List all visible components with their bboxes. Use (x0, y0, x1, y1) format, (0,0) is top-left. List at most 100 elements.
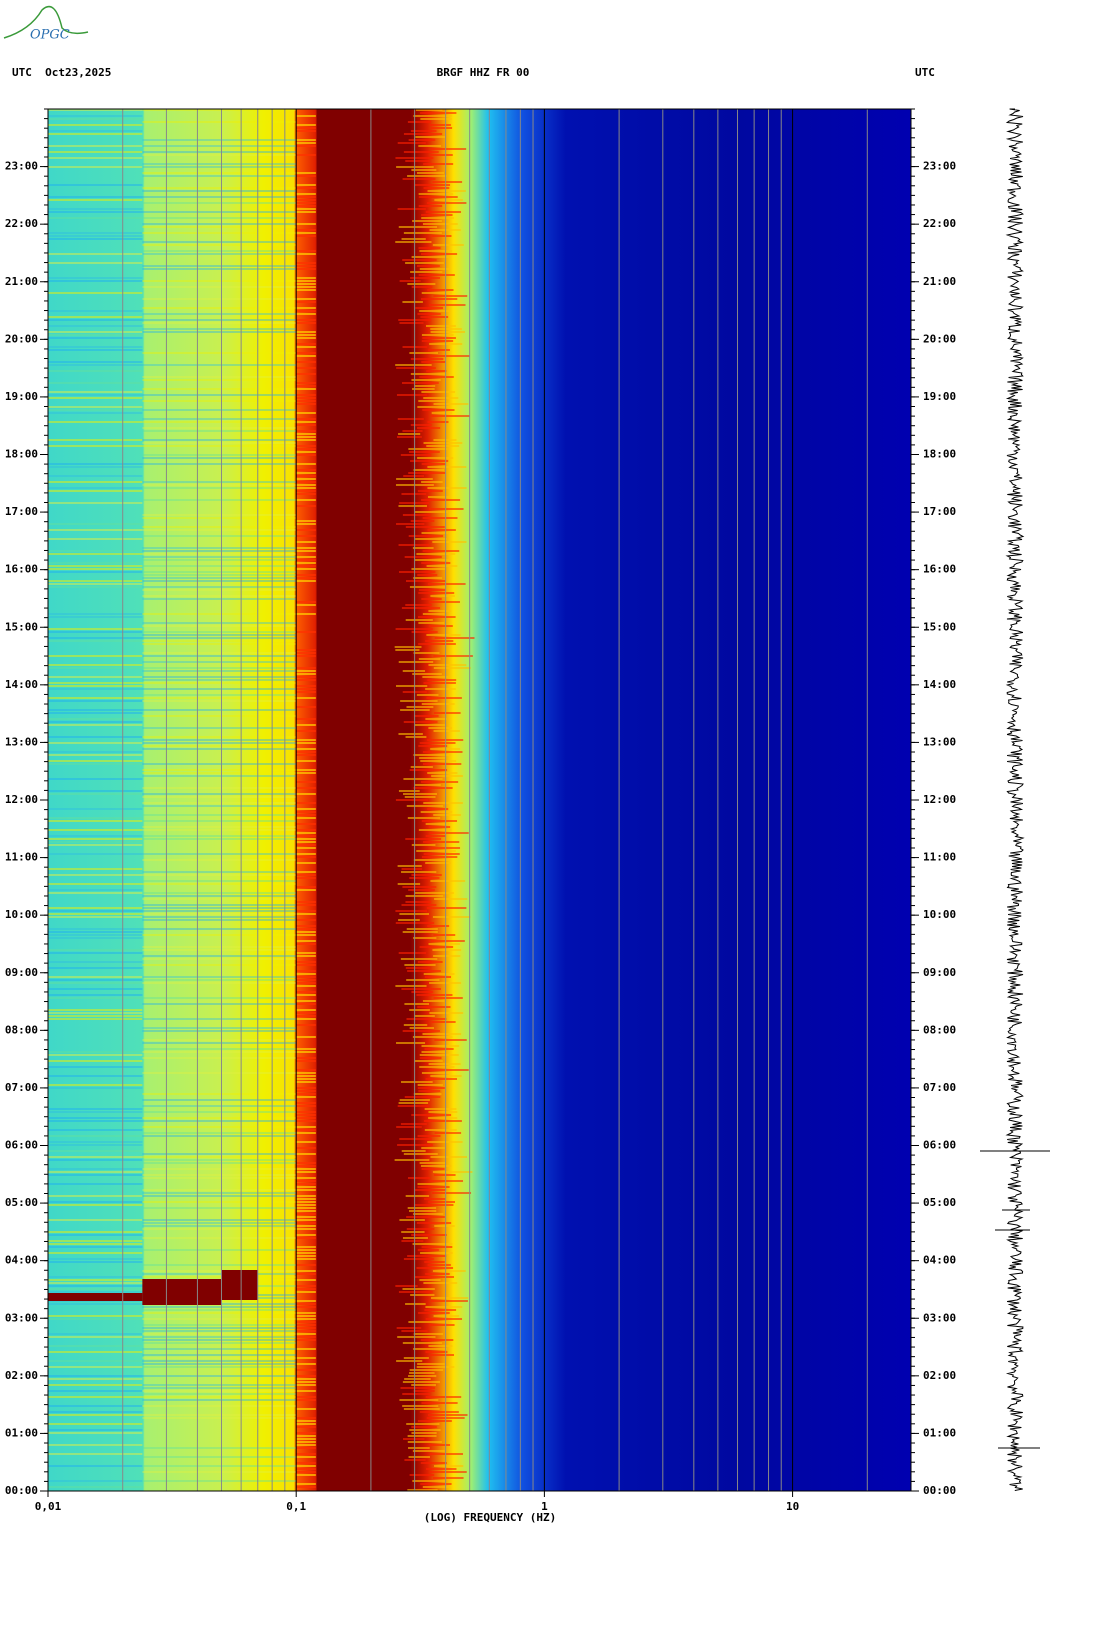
texture (410, 373, 447, 375)
texture (142, 1207, 297, 1209)
texture (422, 550, 460, 552)
texture (408, 535, 444, 537)
texture (403, 793, 437, 795)
texture (48, 721, 143, 723)
y-tick-label: 00:00 (923, 1484, 956, 1497)
texture (142, 463, 297, 465)
texture (296, 556, 316, 558)
texture (48, 1315, 143, 1317)
texture (425, 823, 448, 825)
texture (416, 694, 439, 696)
texture (296, 1438, 316, 1440)
texture (402, 259, 437, 261)
texture (397, 142, 426, 144)
texture (403, 232, 442, 234)
texture (142, 454, 297, 456)
texture (142, 775, 297, 777)
texture (296, 1273, 316, 1275)
texture (296, 277, 316, 279)
texture (405, 901, 432, 903)
texture (48, 1252, 143, 1254)
texture (411, 1234, 447, 1236)
texture (401, 1240, 424, 1242)
y-tick-label: 03:00 (923, 1311, 956, 1324)
y-tick-label: 10:00 (923, 908, 956, 921)
plot-frame (47, 108, 912, 1492)
texture (296, 1117, 316, 1119)
texture (425, 1351, 448, 1353)
texture (296, 940, 316, 942)
texture (142, 1339, 297, 1341)
texture (296, 808, 316, 810)
texture (296, 115, 316, 117)
texture (48, 1159, 143, 1161)
texture (48, 391, 143, 393)
texture (48, 808, 143, 810)
texture (427, 529, 456, 531)
texture (142, 913, 297, 915)
texture (48, 1219, 143, 1221)
texture (408, 1447, 430, 1449)
texture (296, 1198, 316, 1200)
texture (429, 601, 460, 603)
texture (296, 319, 316, 321)
texture (142, 1273, 297, 1275)
texture (400, 1123, 427, 1125)
texture (296, 829, 316, 831)
texture (414, 559, 450, 561)
texture (416, 172, 444, 174)
texture (142, 1039, 297, 1041)
texture (48, 763, 143, 765)
texture (425, 211, 461, 213)
texture (142, 796, 297, 798)
texture (296, 1378, 316, 1380)
texture (48, 130, 143, 132)
texture (48, 1429, 143, 1431)
texture (296, 943, 316, 945)
texture (48, 916, 143, 918)
texture (296, 487, 316, 489)
texture (142, 682, 297, 684)
texture (48, 337, 143, 339)
texture (296, 1024, 316, 1026)
texture (296, 1303, 316, 1305)
texture (142, 211, 297, 213)
y-tick-label: 00:00 (5, 1484, 38, 1497)
texture (142, 1417, 297, 1419)
texture (296, 361, 316, 363)
texture (142, 565, 297, 567)
texture (432, 1270, 466, 1272)
texture (409, 1372, 435, 1374)
texture (296, 856, 316, 858)
texture (296, 706, 316, 708)
texture (48, 1423, 143, 1425)
texture (296, 559, 316, 561)
texture (399, 571, 436, 573)
texture (296, 748, 316, 750)
texture (407, 121, 431, 123)
texture (296, 1087, 316, 1089)
texture (430, 880, 466, 882)
texture (421, 1168, 445, 1170)
texture (48, 571, 143, 573)
y-tick-label: 01:00 (923, 1426, 956, 1439)
texture (48, 361, 143, 363)
texture (48, 331, 143, 333)
texture (296, 919, 316, 921)
texture (296, 481, 316, 483)
texture (142, 580, 297, 582)
texture (296, 1375, 316, 1377)
texture (142, 328, 297, 330)
texture (402, 1030, 440, 1032)
texture (142, 715, 297, 717)
texture (296, 223, 316, 225)
y-tick-label: 12:00 (5, 793, 38, 806)
texture (403, 1408, 440, 1410)
texture (142, 1309, 297, 1311)
texture (142, 634, 297, 636)
texture (296, 925, 316, 927)
texture (401, 1231, 425, 1233)
texture (434, 1225, 455, 1227)
texture (48, 553, 143, 555)
texture (401, 868, 423, 870)
